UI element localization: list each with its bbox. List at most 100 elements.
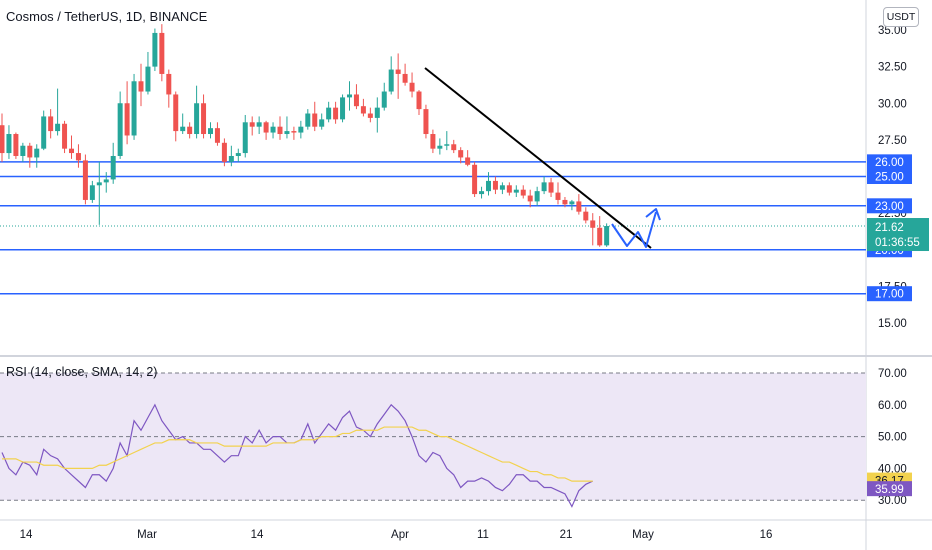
candle-body	[242, 122, 248, 154]
candle-body	[284, 131, 290, 135]
rsi-sma-line	[2, 426, 593, 482]
candle-body	[520, 189, 526, 196]
candle-6	[41, 110, 47, 151]
candle-body	[492, 180, 498, 190]
candle-body	[41, 116, 47, 149]
candle-51	[353, 84, 359, 110]
candle-54	[374, 97, 380, 133]
time-tick-label: Apr	[391, 529, 409, 541]
candle-body	[235, 153, 241, 156]
candle-44	[305, 109, 311, 130]
candle-36	[249, 116, 255, 136]
candle-body	[249, 122, 255, 127]
level-label-26.00-text: 26.00	[875, 157, 904, 169]
currency-button[interactable]: USDT	[883, 7, 919, 27]
candle-body	[583, 211, 589, 221]
candle-86	[597, 216, 603, 247]
level-label-23.00-bg	[867, 198, 912, 214]
candle-body	[416, 91, 422, 110]
candle-body	[597, 227, 603, 246]
candle-body	[152, 32, 158, 67]
candle-body	[430, 134, 436, 149]
candle-24	[166, 69, 172, 108]
candle-14	[96, 161, 102, 225]
candle-15	[103, 172, 109, 193]
candle-body	[62, 123, 68, 149]
candle-body	[96, 182, 102, 186]
candle-55	[381, 82, 387, 111]
candle-4	[27, 142, 33, 168]
current-price-label-bg	[867, 218, 929, 252]
candle-body	[451, 144, 457, 151]
current-price-value: 21.62	[875, 222, 904, 234]
candle-34	[235, 148, 241, 162]
candle-87	[604, 223, 610, 247]
candle-body	[201, 103, 207, 135]
candle-body	[228, 155, 234, 162]
candle-81	[562, 197, 568, 208]
level-lines	[0, 161, 866, 295]
rsi-tick-label: 60.00	[878, 400, 907, 412]
candle-52	[360, 98, 366, 117]
candle-body	[541, 182, 547, 192]
candle-27	[187, 122, 193, 139]
rsi-tick-label: 70.00	[878, 368, 907, 380]
candle-body	[75, 153, 81, 161]
time-tick-label: 16	[760, 529, 773, 541]
candle-46	[319, 113, 325, 130]
candle-63	[437, 138, 443, 155]
candle-83	[576, 194, 582, 215]
candle-12	[82, 154, 88, 205]
candle-body	[312, 113, 318, 127]
candle-body	[159, 32, 165, 74]
candle-10	[69, 135, 74, 159]
rsi-tick-label: 40.00	[878, 463, 907, 475]
candle-body	[263, 122, 269, 133]
level-label-23.00-text: 23.00	[875, 201, 904, 213]
time-tick-label: Mar	[137, 529, 157, 541]
rsi-value-bg	[867, 481, 912, 497]
candle-64	[444, 131, 450, 151]
candle-body	[110, 155, 116, 180]
candle-body	[13, 134, 19, 156]
candle-body	[208, 128, 213, 135]
candle-body	[221, 142, 227, 162]
candle-8	[55, 88, 61, 136]
candle-body	[576, 201, 582, 212]
candle-23	[159, 24, 165, 82]
candle-body	[562, 199, 568, 205]
candle-47	[326, 101, 332, 123]
candle-9	[62, 120, 68, 154]
rsi-tick-label: 50.00	[878, 432, 907, 444]
candle-body	[326, 107, 332, 120]
candle-body	[270, 126, 276, 133]
candle-body	[145, 66, 151, 92]
candle-56	[388, 56, 394, 95]
rsi-indicator-title[interactable]: RSI (14, close, SMA, 14, 2)	[6, 365, 158, 379]
candle-79	[548, 177, 554, 198]
candle-26	[180, 113, 186, 135]
time-tick-label: 14	[251, 529, 264, 541]
candle-73	[506, 182, 512, 196]
level-label-25.00: 25.00	[867, 169, 912, 184]
candle-60	[416, 90, 422, 115]
price-tick-label: 27.50	[878, 135, 907, 147]
candle-body	[479, 191, 485, 195]
level-label-26.00: 26.00	[867, 154, 912, 170]
candle-35	[242, 114, 248, 158]
candle-body	[499, 185, 505, 190]
candle-body	[423, 109, 429, 135]
candles	[0, 24, 610, 247]
candle-body	[360, 106, 366, 114]
rsi-value-label: 35.99	[867, 481, 912, 497]
candle-33	[228, 145, 234, 167]
candle-13	[89, 180, 95, 203]
candle-66	[458, 147, 464, 164]
candle-16	[110, 142, 116, 184]
candle-body	[180, 126, 186, 132]
candle-body	[604, 226, 610, 246]
candle-body	[277, 126, 283, 135]
candle-29	[201, 94, 207, 139]
candle-62	[430, 129, 436, 154]
chart-title: Cosmos / TetherUS, 1D, BINANCE	[6, 9, 208, 24]
